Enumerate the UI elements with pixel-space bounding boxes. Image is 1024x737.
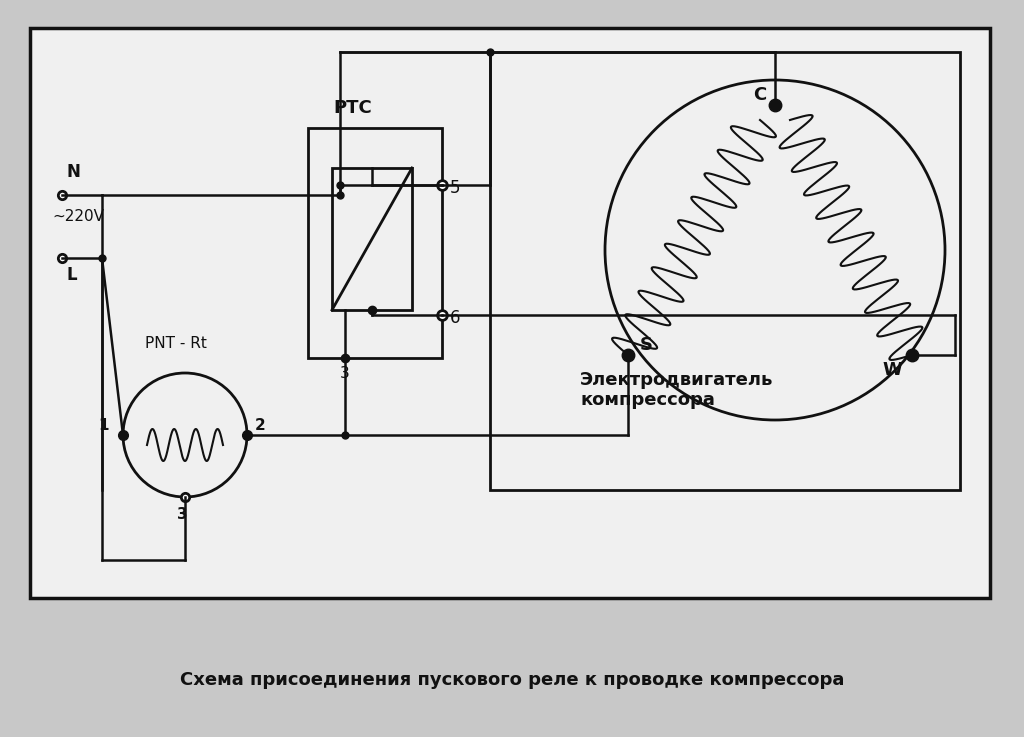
Text: 5: 5 xyxy=(450,179,461,197)
Bar xyxy=(308,128,442,358)
Text: Схема присоединения пускового реле к проводке компрессора: Схема присоединения пускового реле к про… xyxy=(180,671,844,689)
Text: ~220V: ~220V xyxy=(52,209,104,224)
Bar xyxy=(30,28,990,598)
Text: 3: 3 xyxy=(177,507,187,522)
Text: C: C xyxy=(753,86,766,104)
Text: N: N xyxy=(67,163,81,181)
Text: 1: 1 xyxy=(98,418,109,433)
Text: PTC: PTC xyxy=(333,99,372,117)
Text: 2: 2 xyxy=(255,418,266,433)
Text: 3: 3 xyxy=(340,366,350,381)
Text: L: L xyxy=(67,266,78,284)
Bar xyxy=(490,52,961,490)
Text: Электродвигатель
компрессора: Электродвигатель компрессора xyxy=(580,371,773,409)
Text: S: S xyxy=(640,336,653,354)
Text: W: W xyxy=(882,361,902,379)
Text: PNT - Rt: PNT - Rt xyxy=(145,336,207,351)
Bar xyxy=(332,168,412,310)
Text: 6: 6 xyxy=(450,309,461,327)
